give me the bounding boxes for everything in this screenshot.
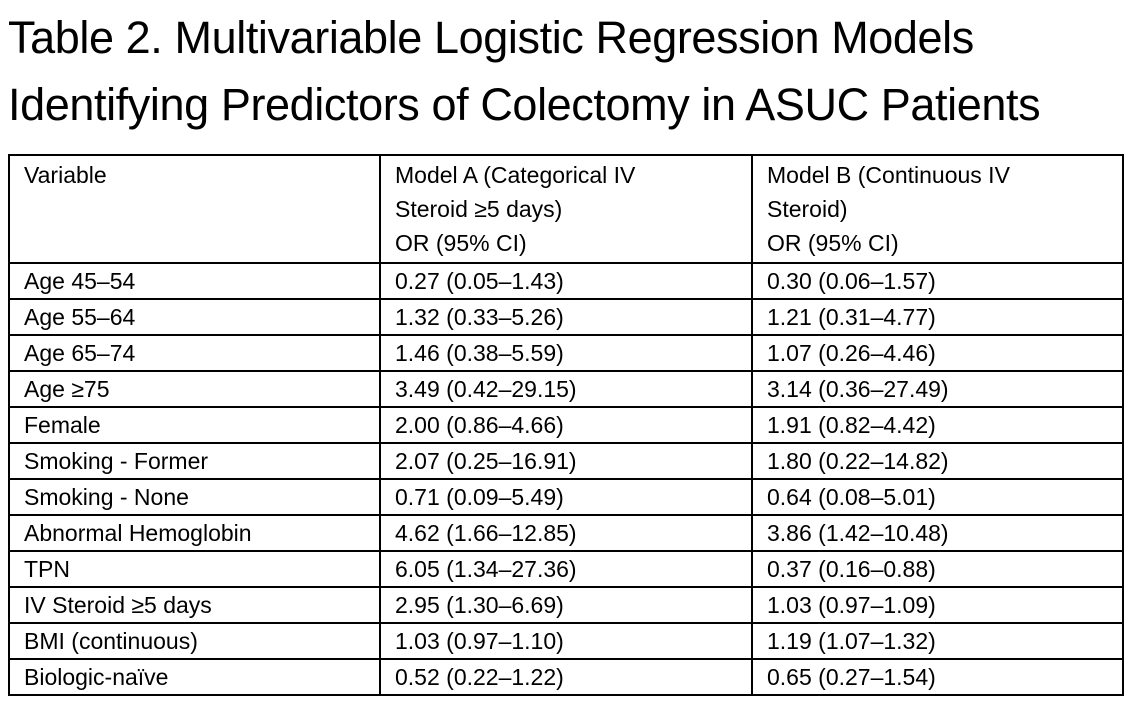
header-variable: Variable bbox=[8, 154, 381, 264]
table-row: Age ≥75 3.49 (0.42–29.15) 3.14 (0.36–27.… bbox=[8, 370, 1124, 408]
table-row: Smoking - None 0.71 (0.09–5.49) 0.64 (0.… bbox=[8, 478, 1124, 516]
cell-model-b: 1.03 (0.97–1.09) bbox=[751, 586, 1124, 624]
cell-model-b: 0.37 (0.16–0.88) bbox=[751, 550, 1124, 588]
cell-variable: Female bbox=[8, 406, 381, 444]
cell-variable: Age 55–64 bbox=[8, 298, 381, 336]
cell-model-a: 2.07 (0.25–16.91) bbox=[379, 442, 753, 480]
cell-model-a: 2.00 (0.86–4.66) bbox=[379, 406, 753, 444]
header-model-b-line-2: Steroid) bbox=[767, 196, 848, 222]
header-model-a-line-3: OR (95% CI) bbox=[395, 230, 527, 256]
header-model-a-line-2: Steroid ≥5 days) bbox=[395, 196, 563, 222]
table-row: BMI (continuous) 1.03 (0.97–1.10) 1.19 (… bbox=[8, 622, 1124, 660]
cell-model-a: 0.52 (0.22–1.22) bbox=[379, 658, 753, 696]
cell-variable: Age 45–54 bbox=[8, 262, 381, 300]
table-row: TPN 6.05 (1.34–27.36) 0.37 (0.16–0.88) bbox=[8, 550, 1124, 588]
table-row: Age 45–54 0.27 (0.05–1.43) 0.30 (0.06–1.… bbox=[8, 262, 1124, 300]
cell-model-a: 2.95 (1.30–6.69) bbox=[379, 586, 753, 624]
cell-variable: Age 65–74 bbox=[8, 334, 381, 372]
table-row: Age 65–74 1.46 (0.38–5.59) 1.07 (0.26–4.… bbox=[8, 334, 1124, 372]
header-row: Variable Model A (Categorical IV Steroid… bbox=[8, 154, 1124, 264]
cell-variable: Smoking - None bbox=[8, 478, 381, 516]
cell-model-b: 1.21 (0.31–4.77) bbox=[751, 298, 1124, 336]
cell-model-a: 0.27 (0.05–1.43) bbox=[379, 262, 753, 300]
cell-variable: Biologic-naïve bbox=[8, 658, 381, 696]
cell-model-b: 3.86 (1.42–10.48) bbox=[751, 514, 1124, 552]
table-row: Abnormal Hemoglobin 4.62 (1.66–12.85) 3.… bbox=[8, 514, 1124, 552]
header-model-b: Model B (Continuous IV Steroid) OR (95% … bbox=[751, 154, 1124, 264]
table-row: IV Steroid ≥5 days 2.95 (1.30–6.69) 1.03… bbox=[8, 586, 1124, 624]
cell-model-b: 3.14 (0.36–27.49) bbox=[751, 370, 1124, 408]
cell-model-b: 1.19 (1.07–1.32) bbox=[751, 622, 1124, 660]
regression-table: Variable Model A (Categorical IV Steroid… bbox=[8, 154, 1124, 696]
header-model-a: Model A (Categorical IV Steroid ≥5 days)… bbox=[379, 154, 753, 264]
cell-model-a: 4.62 (1.66–12.85) bbox=[379, 514, 753, 552]
header-model-b-line-3: OR (95% CI) bbox=[767, 230, 899, 256]
cell-variable: Smoking - Former bbox=[8, 442, 381, 480]
table-title-line-1: Table 2. Multivariable Logistic Regressi… bbox=[8, 12, 974, 63]
table-title-line-2: Identifying Predictors of Colectomy in A… bbox=[8, 79, 1041, 130]
table-row: Smoking - Former 2.07 (0.25–16.91) 1.80 … bbox=[8, 442, 1124, 480]
table-row: Biologic-naïve 0.52 (0.22–1.22) 0.65 (0.… bbox=[8, 658, 1124, 696]
cell-model-b: 1.07 (0.26–4.46) bbox=[751, 334, 1124, 372]
cell-model-a: 0.71 (0.09–5.49) bbox=[379, 478, 753, 516]
cell-model-a: 1.32 (0.33–5.26) bbox=[379, 298, 753, 336]
header-model-a-line-1: Model A (Categorical IV bbox=[395, 162, 636, 188]
cell-model-a: 3.49 (0.42–29.15) bbox=[379, 370, 753, 408]
cell-variable: IV Steroid ≥5 days bbox=[8, 586, 381, 624]
cell-model-a: 1.03 (0.97–1.10) bbox=[379, 622, 753, 660]
cell-model-b: 0.30 (0.06–1.57) bbox=[751, 262, 1124, 300]
header-variable-label: Variable bbox=[24, 162, 107, 188]
cell-variable: TPN bbox=[8, 550, 381, 588]
cell-variable: Abnormal Hemoglobin bbox=[8, 514, 381, 552]
cell-model-b: 1.91 (0.82–4.42) bbox=[751, 406, 1124, 444]
cell-model-a: 6.05 (1.34–27.36) bbox=[379, 550, 753, 588]
table-row: Female 2.00 (0.86–4.66) 1.91 (0.82–4.42) bbox=[8, 406, 1124, 444]
table-title: Table 2. Multivariable Logistic Regressi… bbox=[8, 4, 1128, 138]
cell-model-b: 0.64 (0.08–5.01) bbox=[751, 478, 1124, 516]
cell-model-b: 0.65 (0.27–1.54) bbox=[751, 658, 1124, 696]
cell-model-a: 1.46 (0.38–5.59) bbox=[379, 334, 753, 372]
cell-model-b: 1.80 (0.22–14.82) bbox=[751, 442, 1124, 480]
cell-variable: BMI (continuous) bbox=[8, 622, 381, 660]
header-model-b-line-1: Model B (Continuous IV bbox=[767, 162, 1010, 188]
table-row: Age 55–64 1.32 (0.33–5.26) 1.21 (0.31–4.… bbox=[8, 298, 1124, 336]
cell-variable: Age ≥75 bbox=[8, 370, 381, 408]
